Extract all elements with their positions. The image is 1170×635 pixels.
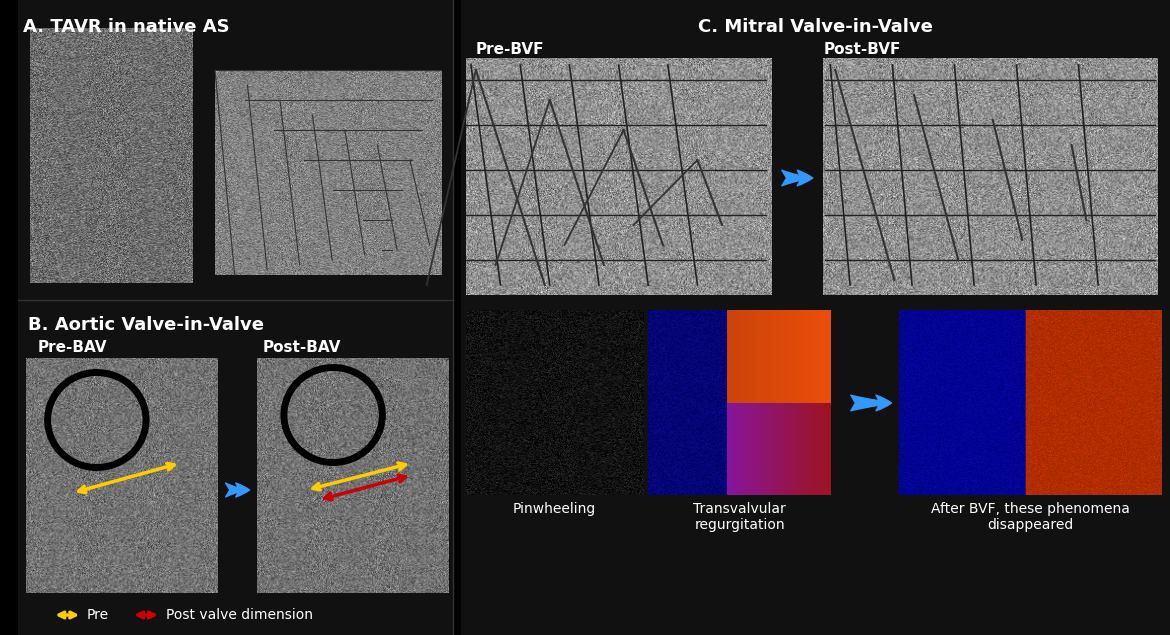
Text: Pre-BAV: Pre-BAV bbox=[37, 340, 108, 355]
Bar bbox=[30, 28, 192, 283]
Text: Post-BVF: Post-BVF bbox=[824, 42, 901, 57]
Bar bbox=[18, 0, 453, 300]
Text: Pre: Pre bbox=[87, 608, 109, 622]
Bar bbox=[461, 0, 1170, 635]
Text: A. TAVR in native AS: A. TAVR in native AS bbox=[23, 18, 229, 36]
Text: Post-BAV: Post-BAV bbox=[262, 340, 340, 355]
Text: C. Mitral Valve-in-Valve: C. Mitral Valve-in-Valve bbox=[698, 18, 932, 36]
Text: After BVF, these phenomena
disappeared: After BVF, these phenomena disappeared bbox=[931, 502, 1129, 532]
Bar bbox=[215, 70, 441, 275]
Text: Post valve dimension: Post valve dimension bbox=[166, 608, 312, 622]
Text: Pinwheeling: Pinwheeling bbox=[512, 502, 597, 516]
Text: Pre-BVF: Pre-BVF bbox=[476, 42, 544, 57]
Text: Transvalvular
regurgitation: Transvalvular regurgitation bbox=[694, 502, 786, 532]
Bar bbox=[18, 300, 453, 635]
Text: B. Aortic Valve-in-Valve: B. Aortic Valve-in-Valve bbox=[28, 316, 264, 334]
